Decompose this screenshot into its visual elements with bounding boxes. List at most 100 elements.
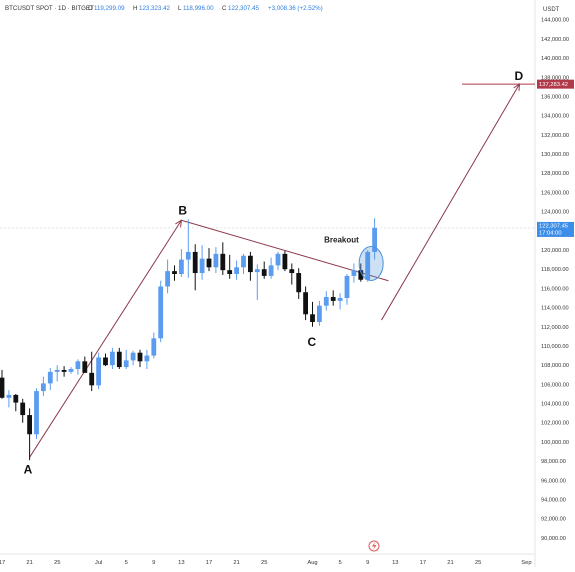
price-tick-label: 98,000.00 <box>541 459 566 465</box>
candle-body <box>275 253 281 266</box>
open-value: 119,299.09 <box>94 5 125 12</box>
lightning-icon <box>368 540 380 552</box>
candle-down <box>116 347 122 370</box>
trend-line-a-b <box>29 219 182 458</box>
candle-down <box>137 349 143 368</box>
candle-up <box>68 367 74 374</box>
candle-countdown: 17:04:00 <box>539 230 562 236</box>
date-tick-label: 17 <box>206 560 212 566</box>
low-value: 118,996.00 <box>183 5 214 12</box>
candle-down <box>220 242 226 275</box>
candle-body <box>110 351 115 366</box>
candle-body <box>199 258 205 274</box>
price-axis[interactable]: 90,000.00 92,000.00 94,000.00 96,000.00 98,0… <box>541 18 569 542</box>
candle-body <box>268 265 274 276</box>
price-tick-label: 114,000.00 <box>541 306 569 312</box>
price-tick-label: 124,000.00 <box>541 210 569 216</box>
candle-body <box>172 271 177 274</box>
price-tick-label: 102,000.00 <box>541 421 569 427</box>
candle-down <box>248 251 253 281</box>
price-tick-label: 126,000.00 <box>541 190 569 196</box>
date-tick-label: 9 <box>366 560 369 566</box>
candle-body <box>130 352 136 361</box>
high-label: H <box>133 5 137 12</box>
candle-down <box>27 408 32 461</box>
candle-up <box>254 264 260 300</box>
candle-down <box>89 351 95 392</box>
candle-body <box>282 253 288 270</box>
date-tick-label: Jul <box>95 560 102 566</box>
candle-down <box>282 250 288 272</box>
candle-body <box>227 270 233 274</box>
candle-body <box>123 360 129 368</box>
candle-body <box>365 251 371 280</box>
candle-body <box>241 255 246 268</box>
candle-down <box>192 244 198 291</box>
candle-down <box>289 263 295 285</box>
symbol-label: BTCUSDT SPOT · 1D · BITGET <box>5 5 94 12</box>
candle-body <box>54 369 60 372</box>
candle-body <box>213 253 219 268</box>
candle-up <box>241 253 246 274</box>
candle-body <box>158 286 164 339</box>
candle-body <box>358 270 364 280</box>
candle-body <box>75 361 81 370</box>
point-d-label: D <box>515 69 524 83</box>
candle-body <box>303 292 308 315</box>
date-tick-label: 17 <box>0 560 5 566</box>
candle-down <box>13 393 19 412</box>
candle-body <box>89 372 95 386</box>
candle-up <box>41 376 46 396</box>
date-tick-label: 25 <box>475 560 481 566</box>
candle-body <box>41 383 46 392</box>
price-tick-label: 134,000.00 <box>541 114 569 120</box>
candle-up <box>110 347 115 370</box>
candle-body <box>254 269 260 273</box>
candle-body <box>6 394 12 398</box>
high-value: 123,323.42 <box>139 5 171 12</box>
price-tick-label: 132,000.00 <box>541 133 569 139</box>
price-tick-label: 120,000.00 <box>541 248 569 254</box>
candle-up <box>323 291 329 311</box>
price-tick-label: 112,000.00 <box>541 325 569 331</box>
candle-body <box>289 269 295 274</box>
date-tick-label: 13 <box>178 560 184 566</box>
candle-body <box>337 297 343 301</box>
price-tick-label: 108,000.00 <box>541 363 569 369</box>
candle-up <box>185 219 191 278</box>
date-tick-label: 25 <box>261 560 267 566</box>
candle-up <box>165 259 170 294</box>
candle-up <box>275 251 281 271</box>
price-tick-label: 90,000.00 <box>541 536 566 542</box>
candle-body <box>151 338 157 356</box>
time-axis[interactable]: 17 21 25 Jul 5 9 13 17 21 25 Aug 5 9 13 17 21 25 Sep <box>0 560 532 566</box>
price-tick-label: 140,000.00 <box>541 56 569 62</box>
candle-up <box>75 359 81 375</box>
candle-body <box>248 255 253 273</box>
candle-down <box>206 248 212 272</box>
candle-down <box>61 366 67 377</box>
candle-up <box>158 280 164 343</box>
candle-up <box>317 300 322 326</box>
candle-up <box>144 349 150 370</box>
candle-body <box>61 369 67 372</box>
candle-up <box>344 274 350 305</box>
candle-down <box>20 398 26 423</box>
candle-up <box>372 218 377 260</box>
date-tick-label: 21 <box>26 560 32 566</box>
candle-down <box>330 290 336 306</box>
price-tick-label: 104,000.00 <box>541 402 569 408</box>
candle-down <box>227 254 233 279</box>
arrowhead-b <box>175 219 183 228</box>
candle-body <box>47 371 53 384</box>
date-tick-label: Sep <box>521 560 531 566</box>
candle-body <box>317 305 322 322</box>
candle-down <box>103 353 108 367</box>
current-price-value: 122,307.45 <box>539 223 568 229</box>
candle-up <box>151 332 157 359</box>
candle-down <box>82 356 88 373</box>
candle-down <box>296 268 302 299</box>
price-tick-label: 96,000.00 <box>541 478 566 484</box>
date-tick-label: Aug <box>307 560 317 566</box>
